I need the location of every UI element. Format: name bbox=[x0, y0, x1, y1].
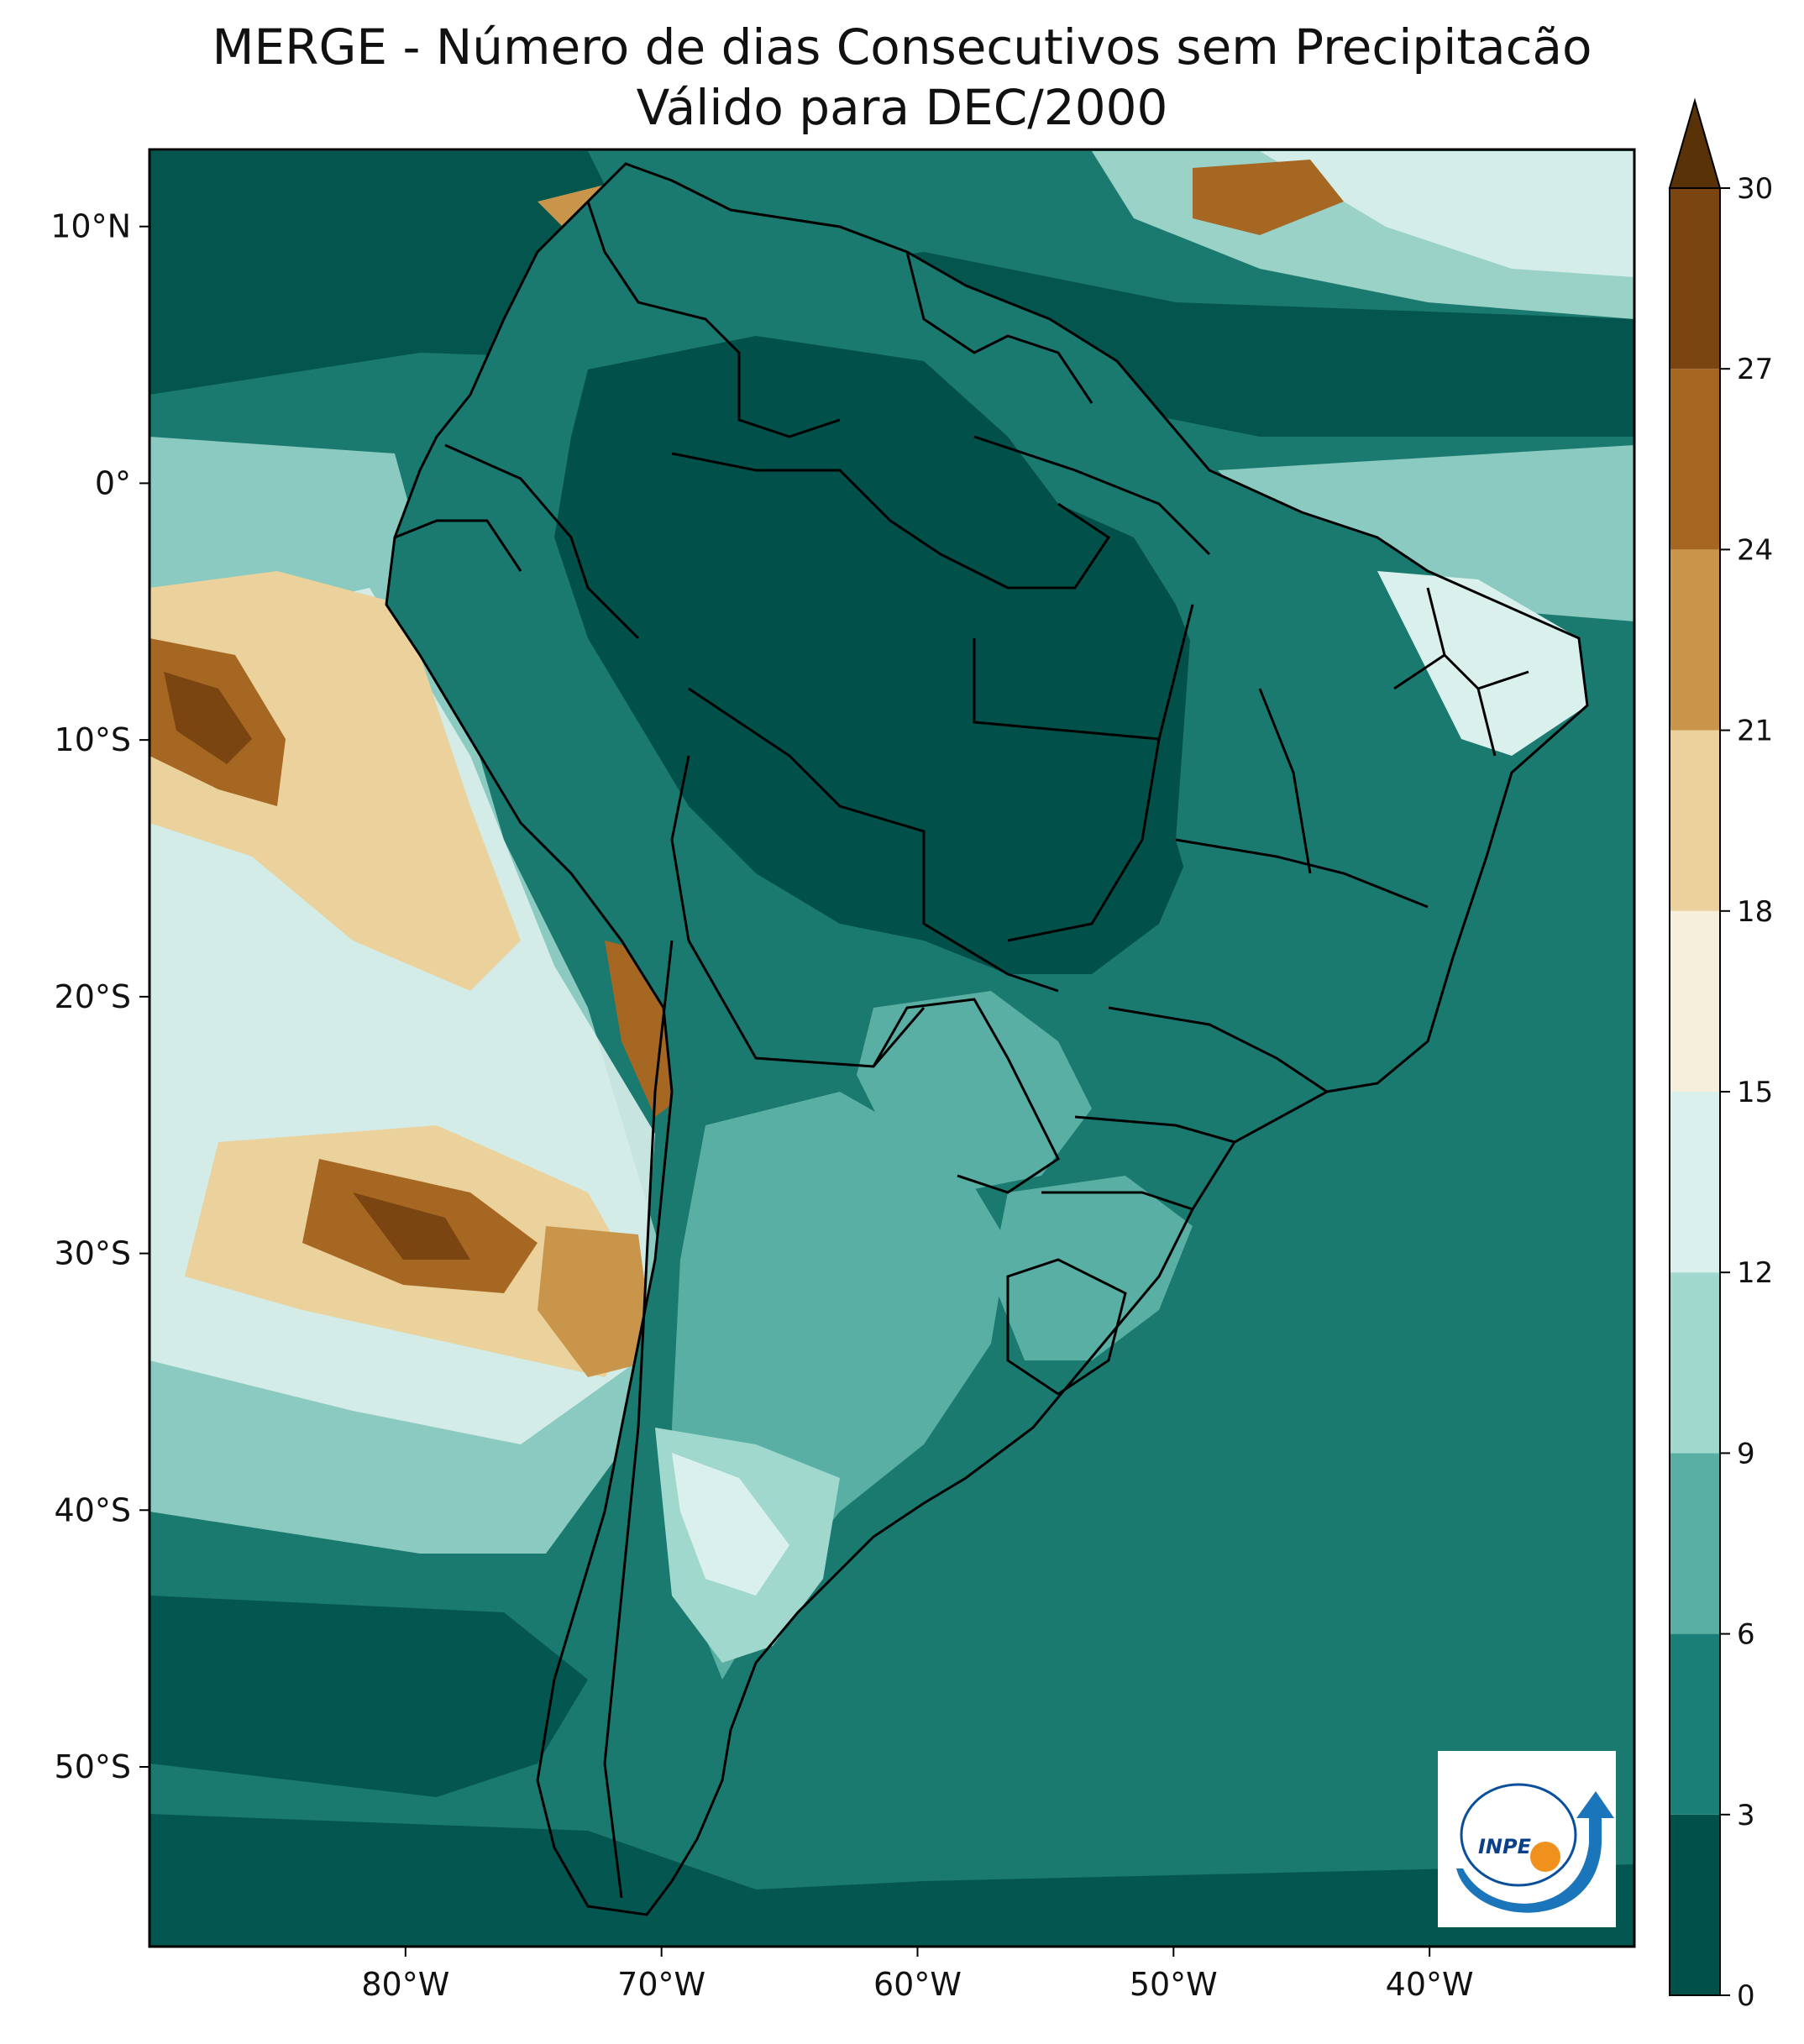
inpe-logo-graphic: INPE bbox=[1456, 1783, 1614, 1913]
colorbar-segment bbox=[1670, 1814, 1720, 1995]
dry-field-southern-ocean-dark-2 bbox=[149, 1814, 1634, 1947]
colorbar-segment bbox=[1670, 910, 1720, 1092]
colorbar-segment bbox=[1670, 549, 1720, 731]
logo-orbit-icon bbox=[1460, 1783, 1577, 1887]
border-brazil-states-7 bbox=[1074, 1115, 1235, 1144]
border-brazil-bolivia bbox=[688, 687, 1059, 993]
logo-sun-icon bbox=[1530, 1842, 1560, 1872]
dry-field-equator-band bbox=[1218, 445, 1634, 621]
country-borders bbox=[385, 162, 1589, 1916]
lat-tick-label: 50°S bbox=[55, 1748, 131, 1785]
border-uruguay bbox=[1006, 1258, 1127, 1396]
dry-field-northeast-white bbox=[1377, 571, 1587, 756]
dry-field-patagonia-white bbox=[672, 1453, 789, 1596]
border-brazil-states-1 bbox=[973, 435, 1211, 556]
logo-arrow-icon bbox=[1456, 1791, 1614, 1913]
dry-field-brown-core-2 bbox=[164, 672, 252, 764]
colorbar-segment bbox=[1670, 1633, 1720, 1815]
border-brazil-states-5 bbox=[1258, 688, 1312, 874]
border-guianas bbox=[905, 251, 1093, 404]
colorbar-tick-label: 6 bbox=[1737, 1618, 1755, 1652]
colorbar: 0 3 6 9 12 15 18 21 24 27 30 bbox=[1668, 97, 1773, 2013]
colorbar-segment bbox=[1670, 1453, 1720, 1634]
dry-field-white-atlantic bbox=[1260, 151, 1634, 277]
dry-field-southern-ocean-dark bbox=[149, 1596, 588, 1797]
lat-tick-label: 20°S bbox=[55, 978, 131, 1015]
dry-field-brown-core-4 bbox=[353, 1192, 470, 1260]
lat-tick-label: 30°S bbox=[55, 1235, 131, 1272]
colorbar-segment bbox=[1670, 369, 1720, 550]
dry-field-brazil-east bbox=[1176, 605, 1428, 1058]
colorbar-tick-label: 18 bbox=[1737, 895, 1773, 929]
latitude-axis: 10°N 0° 10°S 20°S 30°S 40°S 50°S bbox=[50, 208, 149, 1785]
colorbar-tick-label: 21 bbox=[1737, 715, 1773, 748]
border-brazil-west bbox=[671, 452, 1111, 590]
colorbar-segment bbox=[1670, 730, 1720, 911]
colorbar-tick-label: 27 bbox=[1737, 353, 1773, 386]
longitude-axis: 80°W 70°W 60°W 50°W 40°W bbox=[361, 1947, 1474, 2003]
colorbar-tick-label: 30 bbox=[1737, 172, 1773, 206]
lon-tick-label: 60°W bbox=[873, 1966, 962, 2003]
border-peru-bolivia bbox=[670, 755, 690, 941]
border-venezuela bbox=[586, 201, 841, 438]
colorbar-tick-label: 9 bbox=[1737, 1437, 1755, 1470]
border-brazil-states-3 bbox=[1007, 738, 1161, 942]
colorbar-tick-label: 0 bbox=[1737, 1979, 1755, 2013]
border-northeast-states bbox=[1393, 587, 1529, 757]
coastline bbox=[385, 162, 1589, 1916]
colorbar-tick-label: 12 bbox=[1737, 1256, 1773, 1290]
dry-field-amazon-dark bbox=[554, 336, 1209, 974]
lon-tick-label: 70°W bbox=[617, 1966, 705, 2003]
colorbar-segment bbox=[1670, 1272, 1720, 1454]
colorbar-segment bbox=[1670, 188, 1720, 369]
border-bolivia-south bbox=[687, 940, 926, 1068]
border-brazil-states-4 bbox=[1175, 838, 1429, 909]
map-frame bbox=[148, 148, 1636, 1948]
lon-tick-label: 40°W bbox=[1386, 1966, 1474, 2003]
dry-field-brown-core-5 bbox=[538, 1226, 655, 1377]
colorbar-extend-arrow bbox=[1668, 97, 1722, 189]
border-brazil-states-8 bbox=[1041, 1191, 1193, 1211]
lat-tick-label: 0° bbox=[95, 464, 131, 501]
colorbar-segment bbox=[1670, 1092, 1720, 1273]
logo-text: INPE bbox=[1478, 1835, 1532, 1858]
map-plot-area bbox=[149, 149, 1634, 1947]
map-title: MERGE - Número de dias Consecutivos sem … bbox=[0, 17, 1804, 138]
lon-tick-label: 80°W bbox=[361, 1966, 449, 2003]
title-line-1: MERGE - Número de dias Consecutivos sem … bbox=[212, 18, 1592, 76]
lat-tick-label: 40°S bbox=[55, 1491, 131, 1528]
lat-tick-label: 10°N bbox=[50, 208, 131, 245]
border-ecuador bbox=[394, 519, 522, 572]
lon-tick-label: 50°W bbox=[1130, 1966, 1218, 2003]
title-line-2: Válido para DEC/2000 bbox=[636, 79, 1168, 136]
colorbar-tick-label: 15 bbox=[1737, 1076, 1773, 1109]
dry-field-south-brazil bbox=[991, 1176, 1193, 1360]
border-paraguay bbox=[872, 998, 1060, 1194]
lat-tick-label: 10°S bbox=[55, 721, 131, 758]
inpe-logo: INPE bbox=[1438, 1751, 1616, 1927]
colorbar-tick-label: 3 bbox=[1737, 1799, 1755, 1832]
colorbar-tick-label: 24 bbox=[1737, 533, 1773, 567]
border-colombia bbox=[444, 443, 640, 640]
border-argentina-chile bbox=[603, 940, 674, 1899]
border-brazil-states-6 bbox=[1108, 1006, 1328, 1093]
dry-field-brown-caribbean bbox=[1193, 160, 1344, 235]
border-brazil-states-2 bbox=[973, 604, 1194, 741]
